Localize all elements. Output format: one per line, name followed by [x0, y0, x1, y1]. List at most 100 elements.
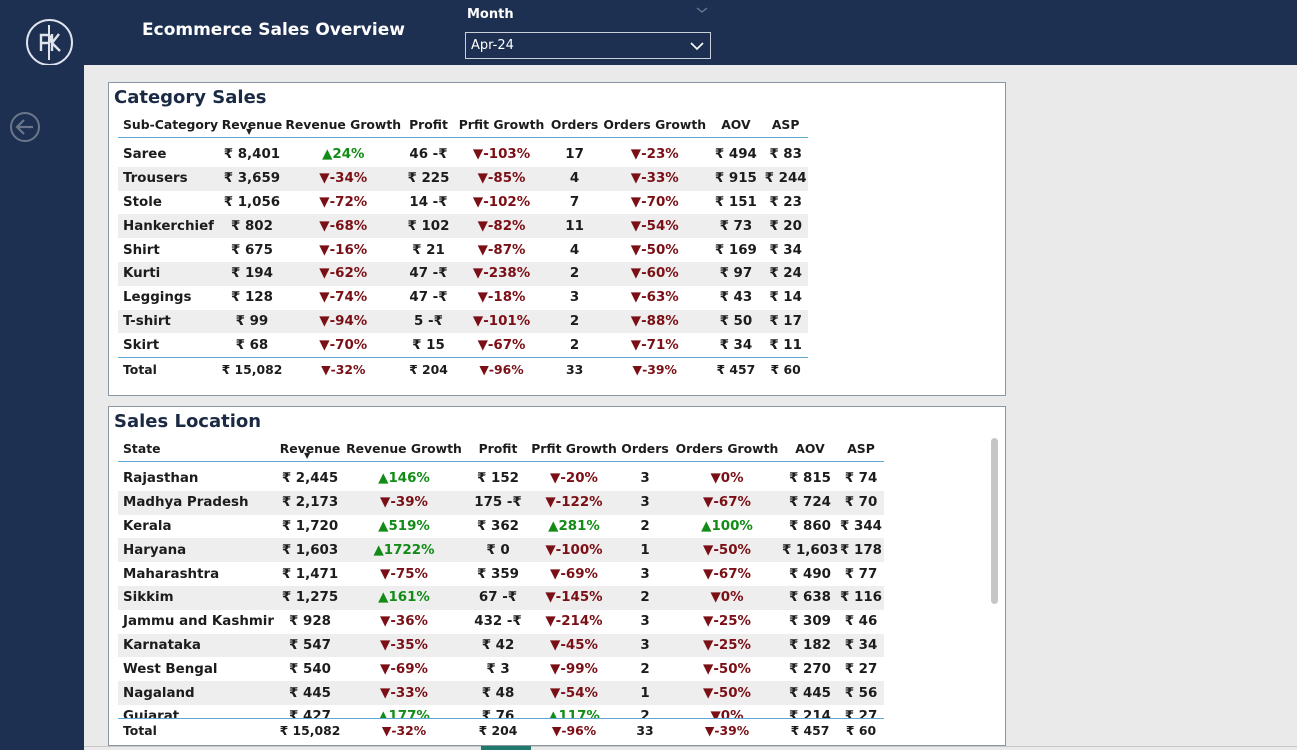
cell-orders: 3 [618, 490, 672, 515]
table-row[interactable]: Nagaland ₹ 445 ▼-33% ₹ 48 ▼-54% 1 ▼-50% ₹ 445 ₹ … [118, 681, 884, 705]
cell-revenue-growth: ▼-69% [380, 661, 428, 677]
cell-orders: 2 [640, 709, 650, 718]
cell-asp: ₹ 83 [769, 147, 802, 163]
cell-profit: 47 -₹ [402, 261, 455, 286]
sales-location-total-table: Total ₹ 15,082 ▼-32% ₹ 204 ▼-96% 33 ▼-39% ₹ 457… [118, 718, 884, 743]
column-header-revenue[interactable]: Revenue ▼ [219, 113, 285, 138]
cell-profit: ₹ 48 [466, 681, 530, 705]
cell-subcategory: Gujarat [123, 709, 180, 718]
cell-profit-growth: ▼-102% [472, 194, 531, 210]
column-header-asp[interactable]: ASP [838, 437, 884, 462]
cell-aov: ₹ 915 [708, 166, 764, 191]
cell-revenue-growth: ▼-94% [284, 309, 403, 334]
column-header-aov[interactable]: AOV [708, 113, 764, 138]
column-header-profit-growth[interactable]: Prfit Growth [454, 113, 549, 138]
column-header-orders[interactable]: Orders [618, 437, 672, 462]
column-header-label: Revenue Growth [285, 117, 402, 133]
cell-orders: 17 [565, 147, 584, 163]
cell-orders: 3 [640, 566, 650, 582]
table-row[interactable]: T-shirt ₹ 99 ▼-94% 5 -₹ ▼-101% 2 ▼-88% ₹ 50 ₹ 17 [118, 309, 808, 334]
table-row[interactable]: Haryana ₹ 1,603 ▲1722% ₹ 0 ▼-100% 1 ▼-50% ₹ 1,6… [118, 538, 884, 563]
table-row[interactable]: Skirt ₹ 68 ▼-70% ₹ 15 ▼-67% 2 ▼-71% ₹ 34 ₹ 11 [118, 333, 808, 357]
month-dropdown-value: Apr-24 [471, 38, 514, 53]
cell-orders: 2 [618, 585, 672, 610]
cell-aov: ₹ 73 [708, 214, 764, 239]
cell-revenue: ₹ 128 [230, 290, 273, 306]
column-header-subcategory[interactable]: Sub-Category [118, 113, 220, 138]
cell-profit-growth: ▼-103% [472, 147, 531, 163]
cell-profit: ₹ 204 [466, 718, 530, 743]
cell-revenue-growth: ▼-39% [342, 490, 466, 515]
cell-revenue-growth: ▼-74% [319, 290, 368, 306]
cell-orders: 2 [569, 337, 580, 353]
month-dropdown[interactable]: Apr-24 [465, 32, 711, 59]
column-header-aov[interactable]: AOV [782, 437, 838, 462]
table-row[interactable]: Shirt ₹ 675 ▼-16% ₹ 21 ▼-87% 4 ▼-50% ₹ 169 ₹ 34 [118, 238, 808, 262]
cell-profit: ₹ 76 [481, 709, 515, 718]
cell-revenue: ₹ 540 [289, 661, 331, 677]
table-row[interactable]: Madhya Pradesh ₹ 2,173 ▼-39% 175 -₹ ▼-122% 3 ▼… [118, 490, 884, 515]
chevron-down-icon [690, 42, 704, 51]
total-row[interactable]: Total ₹ 15,082 ▼-32% ₹ 204 ▼-96% 33 ▼-39% ₹ 457… [118, 718, 884, 743]
month-filter-label: Month [467, 7, 514, 22]
total-row[interactable]: Total ₹ 15,082 ▼-32% ₹ 204 ▼-96% 33 ▼-39% ₹ 457… [118, 356, 808, 382]
chevron-down-icon[interactable] [695, 5, 709, 15]
table-row[interactable]: Trousers ₹ 3,659 ▼-34% ₹ 225 ▼-85% 4 ▼-33% ₹ 91… [118, 166, 808, 191]
cell-revenue: ₹ 2,445 [281, 471, 339, 487]
cell-asp: ₹ 56 [838, 681, 884, 705]
cell-profit: 175 -₹ [466, 490, 530, 515]
column-header-profit[interactable]: Profit [466, 437, 530, 462]
table-row[interactable]: Gujarat ₹ 427 ▲177% ₹ 76 ▲117% 2 ▼0% ₹ 214 ₹ 27 [118, 705, 884, 718]
cell-profit-growth: ▼-82% [454, 214, 549, 239]
cell-profit-growth: ▼-96% [530, 718, 618, 743]
cell-asp: ₹ 34 [769, 242, 802, 258]
column-header-profit[interactable]: Profit [402, 113, 455, 138]
cell-orders-growth: ▼-39% [600, 356, 709, 382]
column-header-asp[interactable]: ASP [763, 113, 808, 138]
cell-profit-growth: ▼-238% [454, 261, 549, 286]
column-header-revenue-growth[interactable]: Revenue Growth [342, 437, 466, 462]
sales-location-scroll-area[interactable]: State Revenue ▼ Revenue Growth Profit Prfit G… [118, 437, 884, 718]
table-row[interactable]: Jammu and Kashmir ₹ 928 ▼-36% 432 -₹ ▼-214% 3… [118, 610, 884, 634]
column-header-revenue-growth[interactable]: Revenue Growth [284, 113, 403, 138]
page-tab-indicator[interactable] [481, 746, 531, 750]
cell-subcategory: Saree [123, 147, 167, 163]
cell-revenue-growth: ▼-16% [319, 242, 368, 258]
cell-asp: ₹ 70 [838, 490, 884, 515]
cell-aov: ₹ 445 [782, 681, 838, 705]
cell-revenue: ₹ 675 [230, 242, 273, 258]
column-header-label: Orders [550, 117, 599, 133]
cell-profit-growth: ▼-67% [477, 337, 526, 353]
cell-revenue: ₹ 445 [278, 681, 342, 705]
table-row[interactable]: Saree ₹ 8,401 ▲24% 46 -₹ ▼-103% 17 ▼-23% ₹ 494 ₹… [118, 143, 808, 167]
column-header-orders[interactable]: Orders [548, 113, 601, 138]
table-row[interactable]: Kerala ₹ 1,720 ▲519% ₹ 362 ▲281% 2 ▲100% ₹ 860 ₹… [118, 515, 884, 539]
vertical-scrollbar[interactable] [991, 438, 998, 604]
cell-profit-growth: ▼-96% [454, 356, 549, 382]
column-header-subcategory[interactable]: State [118, 437, 278, 462]
column-header-orders-growth[interactable]: Orders Growth [672, 437, 782, 462]
cell-aov: ₹ 43 [719, 290, 753, 306]
table-row[interactable]: Sikkim ₹ 1,275 ▲161% 67 -₹ ▼-145% 2 ▼0% ₹ 638 ₹ … [118, 585, 884, 610]
table-row[interactable]: Stole ₹ 1,056 ▼-72% 14 -₹ ▼-102% 7 ▼-70% ₹ 151 ₹… [118, 191, 808, 215]
back-arrow-icon[interactable] [9, 111, 41, 143]
table-row[interactable]: Leggings ₹ 128 ▼-74% 47 -₹ ▼-18% 3 ▼-63% ₹ 43 ₹ … [118, 286, 808, 310]
table-row[interactable]: Karnataka ₹ 547 ▼-35% ₹ 42 ▼-45% 3 ▼-25% ₹ 182 ₹… [118, 633, 884, 658]
table-row[interactable]: Rajasthan ₹ 2,445 ▲146% ₹ 152 ▼-20% 3 ▼0% ₹ 815… [118, 467, 884, 491]
cell-revenue: ₹ 802 [219, 214, 285, 239]
sort-down-icon: ▼ [245, 126, 253, 136]
table-row[interactable]: West Bengal ₹ 540 ▼-69% ₹ 3 ▼-99% 2 ▼-50% ₹ 270… [118, 657, 884, 681]
table-row[interactable]: Hankerchief ₹ 802 ▼-68% ₹ 102 ▼-82% 11 ▼-54% ₹ … [118, 214, 808, 239]
cell-profit: ₹ 102 [402, 214, 455, 239]
table-row[interactable]: Maharashtra ₹ 1,471 ▼-75% ₹ 359 ▼-69% 3 ▼-67% ₹… [118, 562, 884, 586]
cell-profit: 14 -₹ [409, 194, 448, 210]
cell-profit-growth: ▼-99% [550, 661, 598, 677]
column-header-profit-growth[interactable]: Prfit Growth [530, 437, 618, 462]
cell-orders: 7 [569, 194, 580, 210]
column-header-orders-growth[interactable]: Orders Growth [600, 113, 709, 138]
table-row[interactable]: Kurti ₹ 194 ▼-62% 47 -₹ ▼-238% 2 ▼-60% ₹ 97 ₹ 24 [118, 261, 808, 286]
cell-revenue: ₹ 1,471 [281, 566, 339, 582]
column-header-revenue[interactable]: Revenue ▼ [278, 437, 342, 462]
cell-profit-growth: ▼-100% [530, 538, 618, 563]
cell-profit-growth: ▼-122% [530, 490, 618, 515]
